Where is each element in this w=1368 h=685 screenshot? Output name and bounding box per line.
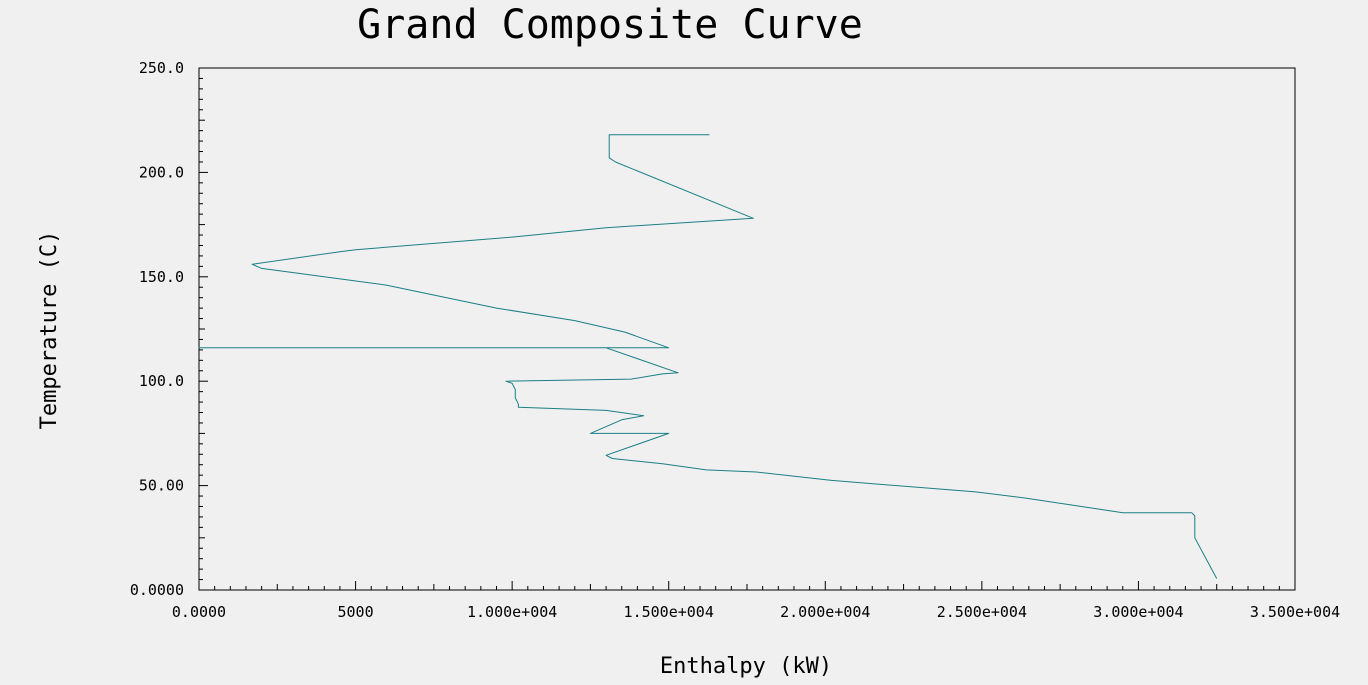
x-tick-label: 1.000e+004	[467, 603, 557, 621]
y-axis-title: Temperature (C)	[37, 231, 62, 430]
y-tick-label: 150.0	[139, 268, 184, 286]
y-tick-label: 200.0	[139, 163, 184, 181]
x-tick-label: 5000	[338, 603, 374, 621]
x-tick-label: 3.000e+004	[1093, 603, 1183, 621]
series-line	[198, 134, 1218, 579]
chart-title: Grand Composite Curve	[357, 2, 863, 48]
x-tick-label: 0.0000	[172, 603, 226, 621]
y-tick-label: 0.0000	[130, 581, 184, 599]
y-tick-label: 250.0	[139, 59, 184, 77]
x-tick-label: 2.000e+004	[780, 603, 870, 621]
x-tick-label: 2.500e+004	[937, 603, 1027, 621]
x-axis-title: Enthalpy (kW)	[660, 654, 832, 679]
series-layer	[198, 134, 1218, 579]
x-tick-label: 1.500e+004	[624, 603, 714, 621]
y-axis: 0.0000 50.00 100.0 150.0 200.0 250.0	[130, 59, 208, 599]
plot-area-frame	[198, 67, 1296, 591]
x-tick-label: 3.500e+004	[1250, 603, 1340, 621]
y-tick-label: 50.00	[139, 477, 184, 495]
y-tick-label: 100.0	[139, 372, 184, 390]
x-axis: 0.0000 5000 1.000e+004 1.500e+004 2.000e+004…	[172, 581, 1340, 621]
